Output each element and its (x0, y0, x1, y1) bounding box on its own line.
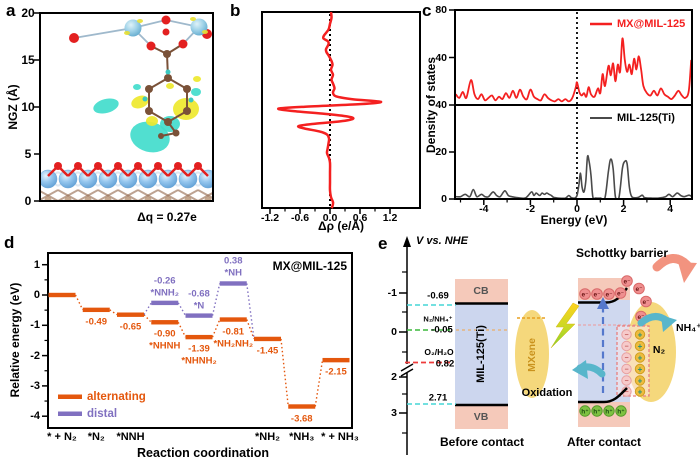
svg-text:h⁺: h⁺ (605, 408, 612, 415)
panel-b-plot (261, 11, 421, 214)
electron-icon (614, 287, 627, 299)
svg-text:e⁻: e⁻ (642, 299, 649, 306)
energy-level-alternating (82, 307, 110, 313)
svg-text:+: + (638, 387, 643, 396)
dos-curve-mx-mil125 (456, 37, 691, 103)
energy-level-distal (219, 281, 247, 286)
svg-text:e⁻: e⁻ (605, 291, 612, 298)
svg-text:h⁺: h⁺ (617, 408, 624, 415)
delta-rho-curve (276, 11, 383, 209)
energy-level-alternating (219, 317, 247, 322)
negative-charge-icon (621, 352, 632, 363)
electron-icon (579, 288, 591, 300)
positive-charge-icon (634, 329, 646, 340)
positive-charge-icon (634, 340, 646, 352)
svg-text:−: − (624, 355, 628, 362)
hole-icon (579, 405, 591, 417)
svg-text:−: − (624, 332, 628, 339)
energy-level-alternating (48, 292, 76, 298)
negative-charge-icon (621, 329, 632, 340)
legend-swatch-distal (58, 411, 82, 416)
panel-e-diagram: − +− +− +− +− +− +e⁻ e⁻ e⁻ e⁻e⁻e⁻e⁻e⁻h⁺ h⁺ h⁺ h⁺ (399, 236, 697, 455)
energy-level-alternating (288, 404, 316, 409)
svg-text:+: + (638, 330, 643, 339)
svg-text:−: − (624, 389, 628, 396)
svg-text:−: − (624, 378, 628, 385)
energy-level-distal (185, 313, 213, 318)
vb-block-before (455, 406, 508, 429)
panel-d-plot (42, 252, 353, 429)
svg-text:e⁻: e⁻ (581, 291, 588, 298)
svg-text:+: + (638, 342, 643, 351)
svg-text:−: − (624, 344, 628, 351)
light-bolt-icon (550, 302, 580, 349)
negative-charge-icon (621, 340, 632, 352)
energy-level-distal (151, 300, 179, 306)
svg-text:h⁺: h⁺ (581, 408, 588, 415)
electron-icon (633, 282, 645, 295)
energy-level-alternating (185, 334, 213, 340)
electron-icon (621, 275, 633, 287)
svg-text:e⁻: e⁻ (635, 286, 642, 293)
energy-level-alternating (254, 336, 281, 342)
svg-text:e⁻: e⁻ (623, 278, 630, 285)
cb-block-before (455, 279, 508, 303)
energy-level-alternating (117, 312, 144, 317)
electron-icon (603, 288, 615, 300)
hole-icon (591, 405, 603, 417)
svg-text:h⁺: h⁺ (593, 408, 600, 415)
svg-text:e⁻: e⁻ (617, 290, 624, 297)
energy-level-alternating (151, 320, 179, 325)
svg-text:e⁻: e⁻ (637, 314, 644, 321)
panel-c-plot (449, 9, 693, 205)
positive-charge-icon (634, 386, 646, 397)
positive-charge-icon (634, 375, 646, 386)
svg-text:−: − (624, 367, 628, 374)
energy-level-alternating (322, 357, 350, 363)
mxene-ellipse (515, 310, 549, 398)
svg-text:+: + (638, 365, 643, 374)
mil125-block-before (455, 303, 508, 406)
svg-text:e⁻: e⁻ (593, 291, 600, 298)
svg-text:+: + (638, 376, 643, 385)
hole-icon (615, 405, 627, 417)
positive-charge-icon (634, 352, 646, 363)
dos-curve-mil125 (456, 154, 691, 198)
svg-text:+: + (638, 353, 643, 362)
legend-swatch-alternating (58, 394, 82, 399)
negative-charge-icon (621, 363, 632, 375)
hole-icon (603, 405, 615, 417)
vb-band-bending (578, 387, 628, 404)
electron-icon (640, 295, 652, 308)
panel-a-structure (34, 12, 214, 202)
molecule-illustration (41, 15, 212, 200)
positive-charge-icon (634, 363, 646, 375)
electron-icon (591, 288, 603, 300)
negative-charge-icon (621, 375, 632, 386)
